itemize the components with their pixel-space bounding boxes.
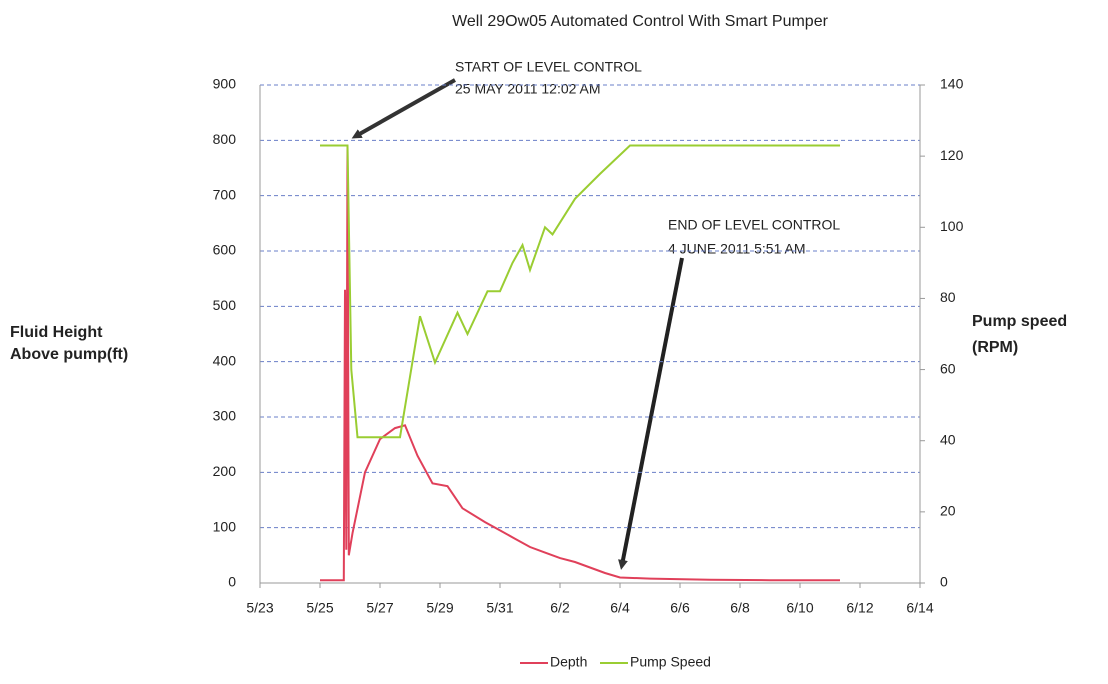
y-tick-label: 500 bbox=[213, 297, 237, 313]
y-tick-label: 0 bbox=[228, 574, 236, 590]
annotation: 4 JUNE 2011 5:51 AM bbox=[668, 241, 805, 257]
legend-label: Depth bbox=[550, 654, 587, 670]
y-axis-label: Fluid Height bbox=[10, 324, 103, 341]
x-tick-label: 5/29 bbox=[426, 600, 453, 616]
y2-tick-label: 80 bbox=[940, 289, 956, 305]
y-tick-label: 800 bbox=[213, 131, 237, 147]
y2-tick-label: 20 bbox=[940, 503, 956, 519]
y-tick-label: 200 bbox=[213, 463, 237, 479]
y2-tick-label: 100 bbox=[940, 218, 964, 234]
x-tick-label: 5/27 bbox=[366, 600, 393, 616]
x-tick-label: 6/2 bbox=[550, 600, 570, 616]
y-tick-label: 300 bbox=[213, 408, 237, 424]
y-tick-label: 400 bbox=[213, 352, 237, 368]
annotation: START OF LEVEL CONTROL bbox=[455, 59, 642, 75]
annotation-arrow bbox=[618, 257, 684, 570]
y-tick-label: 600 bbox=[213, 242, 237, 258]
y2-tick-label: 140 bbox=[940, 76, 964, 92]
line-series bbox=[320, 144, 840, 439]
line-series bbox=[320, 145, 840, 582]
x-tick-label: 6/10 bbox=[786, 600, 813, 616]
chart-title: Well 29Ow05 Automated Control With Smart… bbox=[452, 13, 829, 30]
annotation: 25 MAY 2011 12:02 AM bbox=[455, 81, 601, 97]
y2-axis-label: (RPM) bbox=[972, 339, 1018, 356]
y-axis-label: Above pump(ft) bbox=[10, 346, 128, 363]
x-tick-label: 6/4 bbox=[610, 600, 630, 616]
annotation-arrow bbox=[351, 78, 456, 139]
y2-tick-label: 120 bbox=[940, 147, 964, 163]
y2-axis-label: Pump speed bbox=[972, 313, 1067, 330]
legend-label: Pump Speed bbox=[630, 654, 711, 670]
x-tick-label: 6/14 bbox=[906, 600, 933, 616]
y-tick-label: 900 bbox=[213, 76, 237, 92]
x-tick-label: 6/8 bbox=[730, 600, 750, 616]
y-tick-label: 100 bbox=[213, 518, 237, 534]
y2-tick-label: 0 bbox=[940, 574, 948, 590]
annotation: END OF LEVEL CONTROL bbox=[668, 217, 840, 233]
x-tick-label: 6/12 bbox=[846, 600, 873, 616]
x-tick-label: 6/6 bbox=[670, 600, 690, 616]
x-tick-label: 5/25 bbox=[306, 600, 333, 616]
x-tick-label: 5/23 bbox=[246, 600, 273, 616]
y-tick-label: 700 bbox=[213, 186, 237, 202]
y2-tick-label: 40 bbox=[940, 431, 956, 447]
x-tick-label: 5/31 bbox=[486, 600, 513, 616]
y2-tick-label: 60 bbox=[940, 360, 956, 376]
